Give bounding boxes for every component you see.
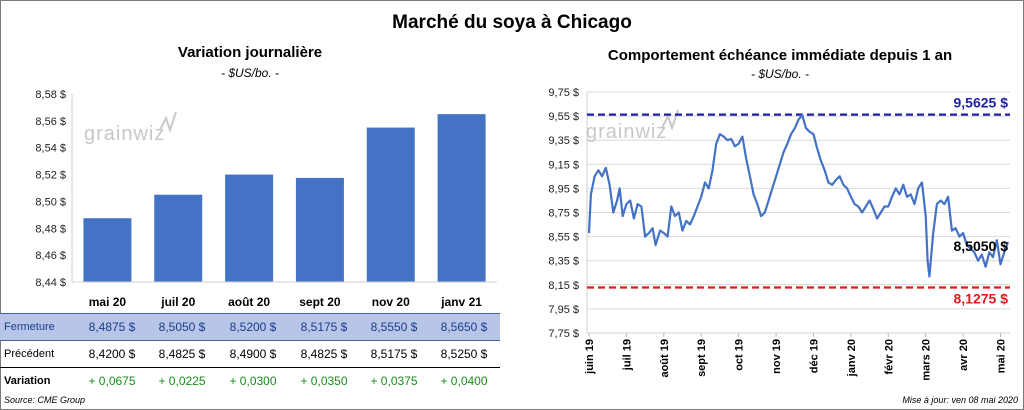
low-reference-label: 8,1275 $ bbox=[954, 291, 1009, 307]
update-note: Mise à jour: ven 08 mai 2020 bbox=[902, 395, 1018, 405]
previous-cell: 8,4825 $ bbox=[300, 347, 348, 361]
x-tick-label: sept 19 bbox=[696, 339, 708, 377]
y-tick-label: 8,35 $ bbox=[548, 256, 579, 268]
previous-cell: 8,5175 $ bbox=[370, 347, 418, 361]
x-tick-label: sept 20 bbox=[299, 295, 341, 309]
close-cell: 8,5175 $ bbox=[300, 320, 348, 334]
bar bbox=[225, 174, 274, 282]
left-bar-chart: 8,44 $ 8,46 $ 8,48 $ 8,50 $ 8,52 $ 8,54 $ 8,56… bbox=[35, 89, 497, 309]
left-chart-title: Variation journalière bbox=[177, 44, 323, 61]
y-tick-label: 8,15 $ bbox=[548, 280, 579, 292]
y-tick-label: 8,75 $ bbox=[548, 208, 579, 220]
right-line-chart: 7,75 $ 7,95 $ 8,15 $ 8,35 $ 8,55 $ 8,75 $ 8,95… bbox=[548, 87, 1010, 380]
y-tick-label: 8,56 $ bbox=[35, 116, 66, 128]
y-tick-label: 7,95 $ bbox=[548, 304, 579, 316]
close-cell: 8,4875 $ bbox=[88, 320, 136, 334]
x-tick-label: nov 20 bbox=[372, 295, 410, 309]
brand-watermark-mark bbox=[661, 109, 679, 132]
row-label-variation: Variation bbox=[4, 375, 51, 387]
x-tick-label: juil 19 bbox=[621, 339, 633, 371]
previous-cell: 8,4825 $ bbox=[158, 347, 206, 361]
main-title: Marché du soya à Chicago bbox=[392, 12, 632, 33]
y-tick-label: 8,48 $ bbox=[35, 223, 66, 235]
y-tick-label: 9,75 $ bbox=[548, 87, 579, 99]
bar bbox=[437, 114, 486, 282]
y-tick-label: 9,15 $ bbox=[548, 159, 579, 171]
y-tick-label: 8,44 $ bbox=[35, 277, 66, 289]
last-price-label: 8,5050 $ bbox=[954, 238, 1009, 254]
variation-cell: + 0,0400 bbox=[440, 374, 488, 388]
x-tick-label: juil 20 bbox=[160, 295, 195, 309]
y-tick-label: 8,46 $ bbox=[35, 250, 66, 262]
x-tick-label: mai 20 bbox=[89, 295, 127, 309]
bar bbox=[83, 218, 132, 282]
previous-cell: 8,4900 $ bbox=[229, 347, 277, 361]
row-label-previous: Précédent bbox=[4, 348, 55, 360]
y-tick-label: 8,54 $ bbox=[35, 143, 66, 155]
brand-watermark: grainwiz bbox=[586, 121, 667, 143]
close-cell: 8,5050 $ bbox=[158, 320, 206, 334]
x-tick-label: juin 19 bbox=[584, 339, 596, 375]
x-tick-label: févr 20 bbox=[883, 339, 895, 374]
y-tick-label: 8,50 $ bbox=[35, 196, 66, 208]
variation-cell: + 0,0675 bbox=[88, 374, 136, 388]
price-series-line bbox=[587, 113, 1010, 278]
y-tick-label: 7,75 $ bbox=[548, 328, 579, 340]
previous-cell: 8,5250 $ bbox=[440, 347, 488, 361]
x-tick-label: août 19 bbox=[659, 339, 671, 378]
bar bbox=[295, 177, 344, 282]
x-tick-label: janv 21 bbox=[440, 295, 482, 309]
x-tick-label: mai 20 bbox=[996, 339, 1008, 373]
bar bbox=[154, 194, 203, 282]
y-tick-label: 8,95 $ bbox=[548, 183, 579, 195]
left-chart-unit: - $US/bo. - bbox=[220, 66, 280, 80]
y-tick-label: 9,35 $ bbox=[548, 135, 579, 147]
x-tick-label: août 20 bbox=[228, 295, 270, 309]
close-cell: 8,5200 $ bbox=[229, 320, 277, 334]
x-tick-label: oct 19 bbox=[734, 339, 746, 371]
bar bbox=[366, 127, 415, 282]
x-tick-label: déc 19 bbox=[808, 339, 820, 373]
table-row-previous: Précédent 8,4200 $ 8,4825 $ 8,4900 $ 8,4… bbox=[0, 341, 500, 367]
y-tick-label: 8,58 $ bbox=[35, 89, 66, 101]
y-tick-label: 8,52 $ bbox=[35, 170, 66, 182]
table-row-variation: Variation + 0,0675 + 0,0225 + 0,0300 + 0… bbox=[0, 367, 500, 394]
brand-watermark-mark bbox=[159, 111, 177, 134]
brand-watermark: grainwiz bbox=[84, 123, 165, 145]
high-reference-label: 9,5625 $ bbox=[954, 95, 1009, 111]
right-chart-title: Comportement échéance immédiate depuis 1… bbox=[607, 47, 953, 64]
variation-cell: + 0,0225 bbox=[158, 374, 206, 388]
variation-cell: + 0,0300 bbox=[229, 374, 277, 388]
y-tick-label: 9,55 $ bbox=[548, 111, 579, 123]
close-cell: 8,5550 $ bbox=[370, 320, 418, 334]
x-tick-label: janv 20 bbox=[846, 339, 858, 377]
variation-cell: + 0,0350 bbox=[300, 374, 348, 388]
variation-cell: + 0,0375 bbox=[370, 374, 418, 388]
y-tick-label: 8,55 $ bbox=[548, 232, 579, 244]
x-tick-label: avr 20 bbox=[958, 339, 970, 371]
x-tick-label: nov 19 bbox=[771, 339, 783, 374]
source-note: Source: CME Group bbox=[4, 395, 86, 405]
row-label-close: Fermeture bbox=[4, 321, 55, 333]
right-chart-unit: - $US/bo. - bbox=[750, 67, 810, 81]
x-tick-label: mars 20 bbox=[921, 339, 933, 380]
previous-cell: 8,4200 $ bbox=[88, 347, 136, 361]
table-row-close: Fermeture 8,4875 $ 8,5050 $ 8,5200 $ 8,5… bbox=[0, 313, 500, 341]
close-cell: 8,5650 $ bbox=[440, 320, 488, 334]
